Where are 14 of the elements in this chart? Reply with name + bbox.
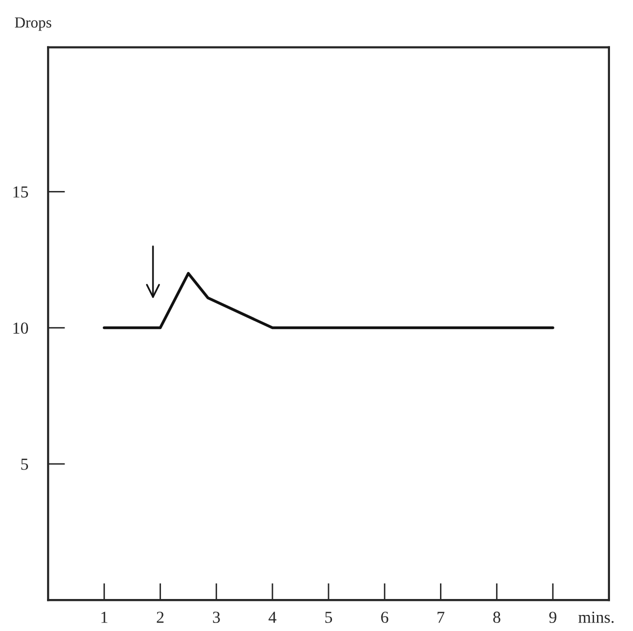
x-tick-label: 6 — [381, 612, 388, 623]
y-axis-title: Drops — [14, 17, 52, 31]
y-tick-label: 15 — [13, 186, 28, 198]
x-tick-label: 5 — [325, 612, 332, 623]
x-tick-label: 2 — [156, 612, 164, 623]
x-axis-title: mins. — [578, 612, 614, 623]
y-tick-label: 10 — [13, 322, 28, 334]
x-tick-label: 9 — [549, 612, 556, 623]
x-tick-label: 8 — [493, 612, 500, 623]
y-tick-label: 5 — [21, 458, 28, 470]
x-tick-label: 7 — [438, 612, 444, 623]
x-tick-label: 3 — [212, 612, 220, 623]
x-tick-label: 4 — [268, 612, 276, 623]
x-tick-label: 1 — [101, 612, 108, 623]
